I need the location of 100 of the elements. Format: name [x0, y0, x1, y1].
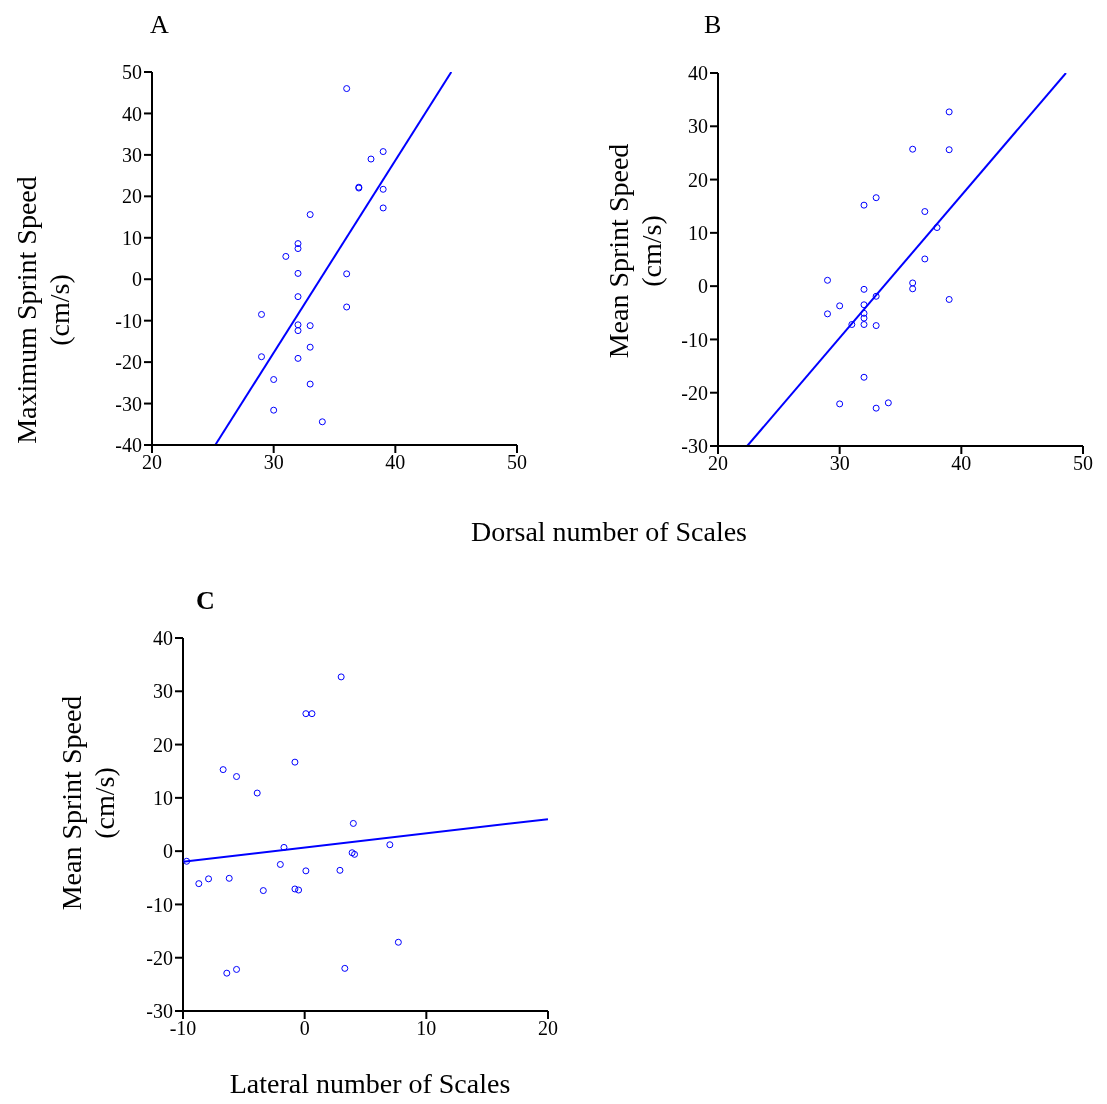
- point: [258, 353, 265, 361]
- x-tick-label: 50: [507, 451, 527, 474]
- point: [306, 380, 314, 388]
- x-tick-label: 0: [299, 1017, 310, 1040]
- point: [860, 201, 868, 209]
- point: [836, 302, 844, 310]
- y-tick-label: 20: [122, 185, 142, 208]
- point: [872, 322, 880, 330]
- point: [884, 399, 892, 407]
- y-tick-label: 0: [698, 275, 708, 298]
- point: [336, 866, 344, 874]
- y-tick-label: -10: [115, 309, 142, 332]
- x-tick-label: 50: [1073, 452, 1093, 475]
- point: [860, 373, 868, 381]
- y-tick-label: 10: [153, 786, 173, 809]
- y-tick-label: 30: [153, 680, 173, 703]
- point: [860, 301, 868, 309]
- point: [195, 880, 203, 888]
- point: [306, 211, 314, 219]
- point: [872, 292, 880, 300]
- y-axis-title: Maximum Sprint Speed (cm/s): [10, 175, 76, 445]
- point: [225, 874, 233, 882]
- point: [302, 710, 310, 718]
- point: [386, 841, 394, 849]
- point: [351, 850, 359, 858]
- y-tick-label: 30: [688, 115, 708, 138]
- point: [294, 327, 302, 335]
- x-tick-label: 10: [416, 1017, 437, 1040]
- point: [223, 969, 231, 977]
- point: [183, 857, 191, 865]
- point: [349, 819, 357, 827]
- point: [872, 194, 880, 202]
- y-tick-label: 40: [688, 62, 708, 85]
- point: [302, 867, 310, 875]
- point: [270, 406, 278, 414]
- y-tick-label: 10: [122, 226, 142, 249]
- y-tick-label: 0: [163, 840, 173, 863]
- point: [219, 766, 227, 774]
- chart-title: C: [196, 586, 215, 616]
- point: [945, 295, 953, 303]
- point: [291, 885, 299, 893]
- point: [295, 886, 303, 894]
- point: [394, 938, 402, 946]
- y-tick-label: 20: [153, 733, 173, 756]
- point: [945, 108, 953, 116]
- point: [860, 285, 868, 293]
- point: [909, 279, 917, 287]
- y-tick-label: -20: [146, 946, 173, 969]
- point: [848, 321, 856, 329]
- point: [379, 204, 387, 212]
- y-tick-label: -30: [681, 435, 708, 458]
- point: [205, 875, 213, 883]
- point: [253, 789, 261, 797]
- point: [294, 269, 302, 277]
- point: [259, 887, 267, 895]
- point: [379, 148, 387, 156]
- point: [258, 310, 265, 318]
- point: [306, 343, 314, 351]
- y-tick-label: 0: [132, 268, 142, 291]
- y-tick-label: 50: [122, 61, 142, 84]
- point: [233, 965, 241, 973]
- y-tick-label: 40: [153, 627, 173, 650]
- y-tick-label: -20: [115, 351, 142, 374]
- x-tick-label: 20: [538, 1017, 558, 1040]
- point: [379, 185, 387, 193]
- point: [318, 418, 326, 426]
- x-tick-label: 40: [385, 451, 406, 474]
- point: [308, 710, 316, 718]
- y-tick-label: 40: [122, 102, 142, 125]
- point: [294, 354, 302, 362]
- chart-title: A: [150, 10, 169, 40]
- point: [836, 400, 844, 408]
- point: [337, 673, 345, 681]
- y-tick-label: -20: [681, 381, 708, 404]
- point: [294, 321, 302, 329]
- point: [909, 285, 917, 293]
- y-tick-label: -10: [681, 328, 708, 351]
- x-tick-label: 30: [829, 452, 850, 475]
- x-tick-label: 30: [263, 451, 284, 474]
- point: [343, 303, 351, 311]
- y-tick-label: 30: [122, 143, 142, 166]
- x-axis-title: Lateral number of Scales: [228, 1068, 512, 1100]
- x-tick-label: 20: [708, 452, 728, 475]
- point: [860, 321, 868, 329]
- point: [824, 276, 831, 284]
- point: [343, 270, 351, 278]
- point: [294, 293, 302, 301]
- point: [282, 252, 290, 260]
- chart-title: B: [704, 10, 722, 40]
- y-tick-label: -40: [115, 434, 142, 457]
- point: [341, 964, 349, 972]
- point: [270, 376, 278, 384]
- point: [921, 208, 929, 216]
- y-tick-label: 20: [688, 168, 708, 191]
- point: [348, 849, 356, 857]
- point: [909, 145, 917, 153]
- point: [872, 404, 880, 412]
- y-axis-title: Mean Sprint Speed (cm/s): [602, 142, 668, 361]
- y-tick-label: -30: [115, 392, 142, 415]
- point: [860, 314, 868, 322]
